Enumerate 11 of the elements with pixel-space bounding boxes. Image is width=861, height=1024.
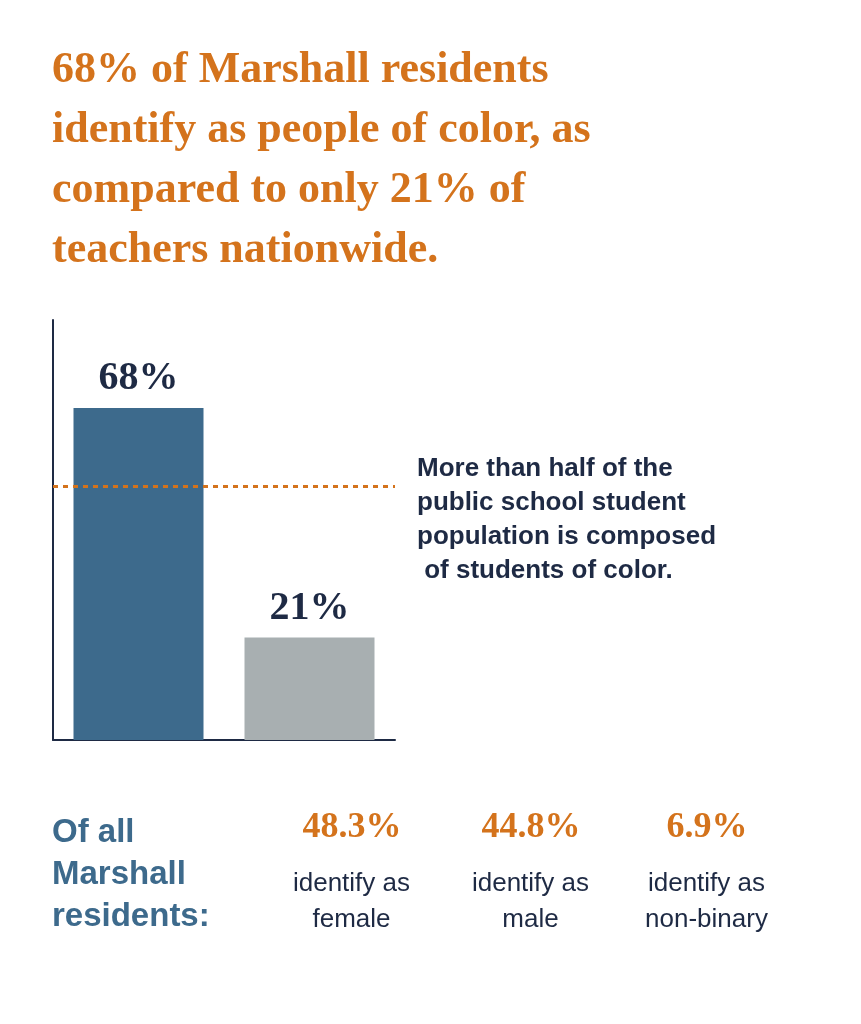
text: identify as female — [291, 866, 412, 935]
text: Of all Marshall residents: — [52, 811, 211, 935]
text: 44.8% — [480, 804, 582, 847]
text: 48.3% — [301, 804, 403, 847]
data-label: 21% — [269, 582, 350, 628]
text: identify as non-binary — [644, 866, 769, 935]
data-label: 68% — [98, 353, 179, 399]
chart-title: 68% of Marshall residents identify as people of color, as compared to only 21% of teachers nationwide. — [52, 42, 592, 274]
text: 6.9% — [665, 804, 749, 847]
text: identify as male — [470, 866, 591, 935]
ref-line-label: More than half of the public school student population is composed of students of color. — [417, 452, 717, 585]
